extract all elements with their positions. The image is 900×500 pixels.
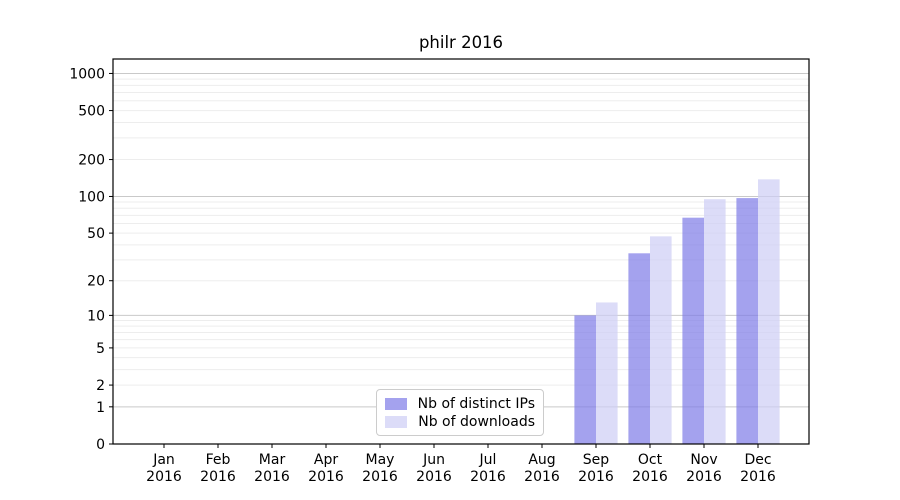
x-tick-label-year: 2016 <box>470 469 506 485</box>
x-tick-label-year: 2016 <box>686 469 722 485</box>
x-tick-label-month: Dec <box>744 452 771 468</box>
x-tick-label-month: Aug <box>528 452 555 468</box>
bar-nov-distinct-ips <box>682 217 704 444</box>
x-tick-label-year: 2016 <box>146 469 182 485</box>
x-tick-label-year: 2016 <box>254 469 290 485</box>
y-tick-label: 1 <box>96 400 105 416</box>
legend-item-downloads: Nb of downloads <box>385 414 535 430</box>
x-tick-label-month: Jul <box>479 452 497 468</box>
chart-title: philr 2016 <box>418 33 504 52</box>
legend-label-distinct-ips: Nb of distinct IPs <box>417 396 535 412</box>
bar-dec-downloads <box>758 179 780 444</box>
x-tick-label-year: 2016 <box>578 469 614 485</box>
x-tick-label-month: Feb <box>206 452 231 468</box>
x-tick-label-year: 2016 <box>416 469 452 485</box>
y-tick-label: 1000 <box>69 66 105 82</box>
y-tick-label: 2 <box>96 378 105 394</box>
x-tick-label-year: 2016 <box>632 469 668 485</box>
x-tick-label-month: May <box>366 452 395 468</box>
x-tick-label-year: 2016 <box>362 469 398 485</box>
legend-item-distinct-ips: Nb of distinct IPs <box>385 396 535 412</box>
axes-frame <box>112 58 810 445</box>
legend: Nb of distinct IPs Nb of downloads <box>376 389 544 436</box>
x-tick-label-month: Jan <box>152 452 175 468</box>
bar-dec-distinct-ips <box>736 198 758 444</box>
x-tick-label-year: 2016 <box>740 469 776 485</box>
y-tick-label: 200 <box>78 153 105 169</box>
bar-sep-downloads <box>596 302 618 444</box>
bar-oct-distinct-ips <box>628 253 650 444</box>
x-tick-label-year: 2016 <box>524 469 560 485</box>
bar-oct-downloads <box>650 236 672 444</box>
x-tick-label-month: Sep <box>583 452 610 468</box>
y-tick-label: 100 <box>78 189 105 205</box>
x-tick-label-month: Nov <box>690 452 717 468</box>
x-tick-label-month: Apr <box>314 452 338 468</box>
y-tick-label: 50 <box>87 226 105 242</box>
legend-swatch-downloads-icon <box>385 416 408 428</box>
x-tick-label-year: 2016 <box>200 469 236 485</box>
x-tick-label-month: Mar <box>259 452 286 468</box>
bar-nov-downloads <box>704 199 726 444</box>
y-tick-label: 10 <box>87 308 105 324</box>
x-tick-label-month: Jun <box>422 452 445 468</box>
x-tick-label-month: Oct <box>638 452 663 468</box>
legend-label-downloads: Nb of downloads <box>418 414 535 430</box>
legend-swatch-distinct-ips-icon <box>385 398 407 410</box>
y-tick-label: 0 <box>96 437 105 453</box>
bar-sep-distinct-ips <box>574 315 596 444</box>
y-tick-label: 500 <box>78 104 105 120</box>
y-tick-label: 20 <box>87 274 105 290</box>
x-tick-label-year: 2016 <box>308 469 344 485</box>
y-tick-label: 5 <box>96 341 105 357</box>
